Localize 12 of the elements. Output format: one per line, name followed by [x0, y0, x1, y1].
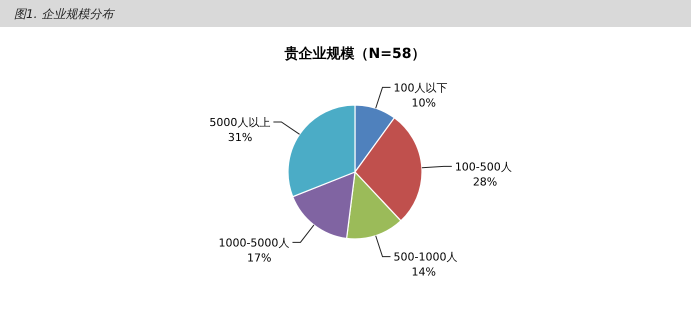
data-label: 17%: [247, 251, 272, 264]
slice-label: 100人以下: [394, 81, 448, 94]
data-label: 31%: [228, 130, 252, 144]
slice-label: 1000-5000人: [218, 236, 290, 250]
data-label: 14%: [412, 266, 436, 279]
slice-label: 5000人以上: [209, 116, 270, 129]
slice-label: 100-500人: [454, 160, 512, 174]
caption: 图1. 企业规模分布: [14, 7, 116, 21]
data-label: 10%: [412, 96, 436, 110]
chart-title: 贵企业规模（N=58）: [284, 46, 426, 62]
data-label: 28%: [472, 175, 498, 188]
slice-label: 500-1000人: [394, 250, 458, 264]
